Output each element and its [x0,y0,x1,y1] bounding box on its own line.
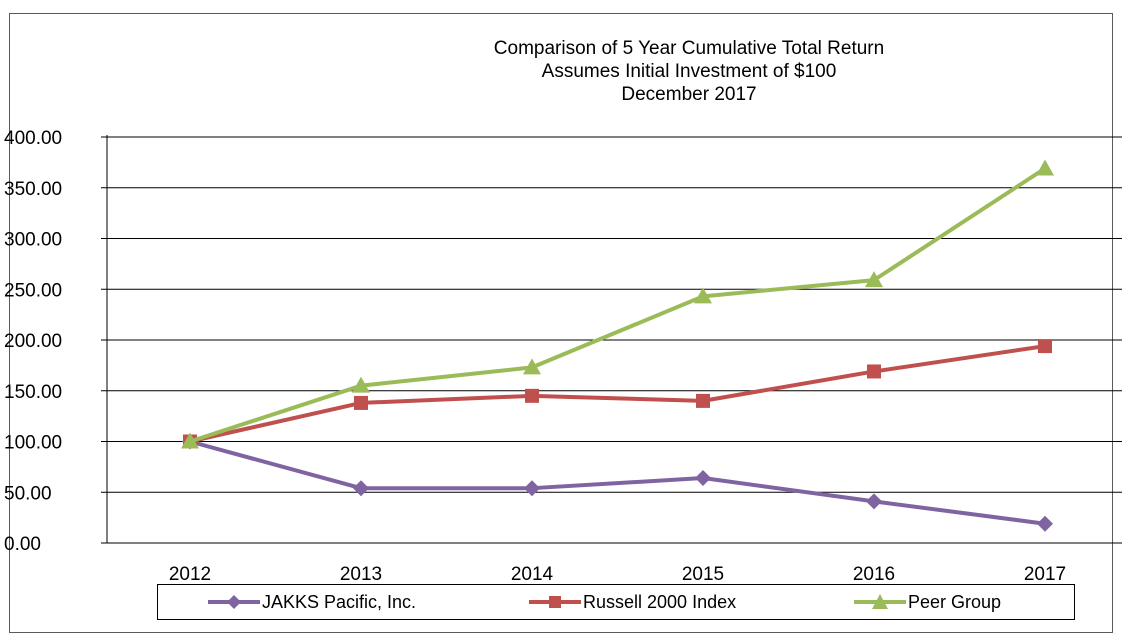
legend: JAKKS Pacific, Inc. Russell 2000 Index P… [157,584,1075,620]
data-point [354,395,368,410]
y-tick-label: 0.00 [4,534,41,555]
data-point [865,271,883,288]
y-tick-label: 400.00 [4,128,62,149]
data-point [866,493,882,510]
chart-title: Comparison of 5 Year Cumulative Total Re… [0,37,1122,106]
data-point [524,480,540,497]
data-point [696,393,710,408]
y-axis-ticks: 0.00 50.00 100.00 150.00 200.00 250.00 300.00 3… [4,128,62,555]
data-point [181,432,199,449]
data-point [694,287,712,304]
y-tick-label: 250.00 [4,280,62,301]
x-tick-label: 2014 [511,564,554,585]
chart-frame [9,13,1113,633]
series-line [189,166,1047,444]
gridlines [107,136,1122,493]
legend-label-jakks: JAKKS Pacific, Inc. [262,592,417,612]
y-tick-label: 150.00 [4,382,62,403]
y-tick-label: 200.00 [4,331,62,352]
x-tick-label: 2012 [169,564,211,585]
data-point [1038,339,1052,354]
legend-swatch-peer [854,594,906,609]
legend-label-peer: Peer Group [908,592,1002,612]
legend-swatch-russell [529,596,581,608]
chart-title-line-2: Assumes Initial Investment of $100 [541,61,837,82]
data-point [523,358,541,375]
x-axis-ticks: 2012 2013 2014 2015 2016 2017 [169,564,1066,585]
y-tick-label: 350.00 [4,179,62,200]
y-tick-label: 100.00 [4,433,62,454]
x-tick-label: 2013 [340,564,382,585]
legend-swatch-jakks [208,595,260,609]
series-1 [183,339,1052,449]
data-point [353,480,369,497]
series-0 [182,433,1053,532]
y-tick-label: 50.00 [4,483,52,504]
series-2 [181,159,1054,449]
series-line [189,344,1046,444]
axes [101,135,1122,544]
data-point [1036,159,1054,176]
chart-title-line-3: December 2017 [621,84,757,105]
data-point [352,376,370,393]
data-point [867,364,881,379]
data-point [695,470,711,487]
legend-label-russell: Russell 2000 Index [583,592,737,612]
data-point [1037,515,1053,532]
chart-title-line-1: Comparison of 5 Year Cumulative Total Re… [493,38,885,59]
x-tick-label: 2016 [853,564,895,585]
data-point [525,388,539,403]
series-line [189,439,1046,526]
x-tick-label: 2017 [1024,564,1066,585]
x-tick-label: 2015 [682,564,724,585]
series [181,159,1054,532]
y-tick-label: 300.00 [4,230,62,251]
